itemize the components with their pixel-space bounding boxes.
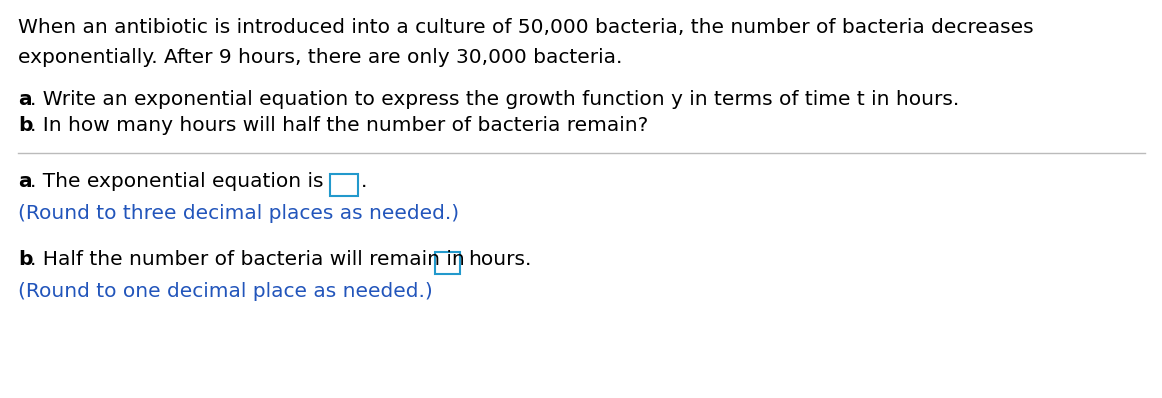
FancyBboxPatch shape [435,252,460,274]
Text: . In how many hours will half the number of bacteria remain?: . In how many hours will half the number… [30,116,648,135]
Text: a: a [17,90,31,109]
Text: . Write an exponential equation to express the growth function y in terms of tim: . Write an exponential equation to expre… [30,90,960,109]
Text: exponentially. After 9 hours, there are only 30,000 bacteria.: exponentially. After 9 hours, there are … [17,48,623,67]
Text: .: . [361,172,367,191]
Text: (Round to three decimal places as needed.): (Round to three decimal places as needed… [17,204,459,223]
Text: . Half the number of bacteria will remain in: . Half the number of bacteria will remai… [30,250,465,269]
Text: b: b [17,250,33,269]
FancyBboxPatch shape [330,174,358,196]
Text: (Round to one decimal place as needed.): (Round to one decimal place as needed.) [17,282,432,301]
Text: When an antibiotic is introduced into a culture of 50,000 bacteria, the number o: When an antibiotic is introduced into a … [17,18,1034,37]
Text: b: b [17,116,33,135]
Text: a: a [17,172,31,191]
Text: hours.: hours. [468,250,531,269]
Text: . The exponential equation is: . The exponential equation is [30,172,323,191]
